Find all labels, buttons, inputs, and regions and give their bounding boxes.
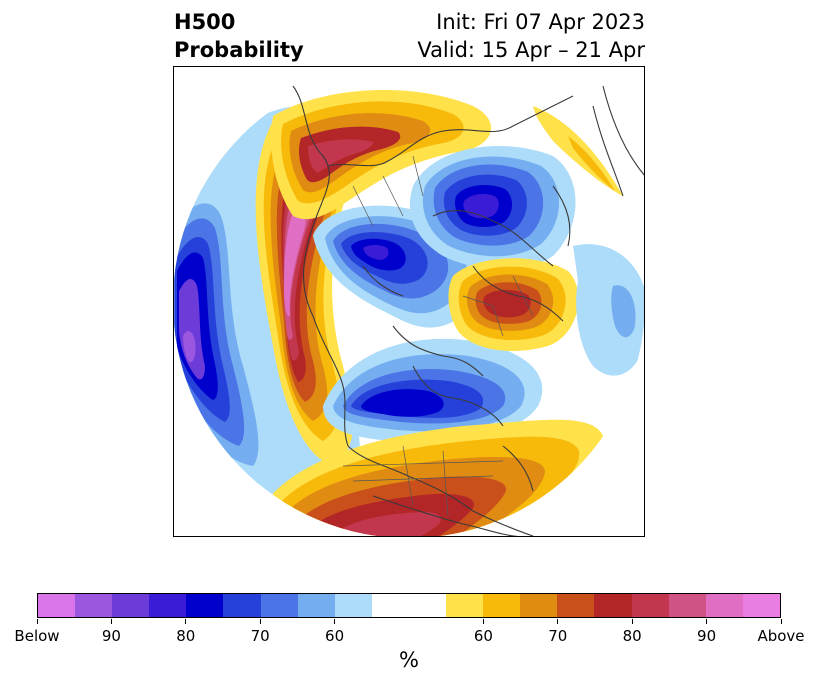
colorbar xyxy=(37,593,781,618)
anomaly-pacific-below xyxy=(173,188,275,486)
anomaly-wsiberia-below xyxy=(313,205,487,328)
probability-map xyxy=(173,66,645,537)
colorbar-tick-label: 90 xyxy=(697,627,717,645)
coastlines xyxy=(292,85,645,537)
colorbar-segment xyxy=(149,594,187,617)
colorbar-segment xyxy=(557,594,595,617)
country-borders xyxy=(342,155,534,517)
colorbar-segment xyxy=(112,594,150,617)
colorbar-tick xyxy=(631,619,633,624)
colorbar-tick-label: 70 xyxy=(548,627,568,645)
anomaly-europe-above xyxy=(448,258,579,351)
colorbar-tick xyxy=(36,619,38,624)
date-info: Init: Fri 07 Apr 2023 Valid: 15 Apr – 21… xyxy=(417,8,645,64)
variable-title: H500 xyxy=(174,10,236,34)
colorbar-segment xyxy=(631,594,669,617)
colorbar-segment xyxy=(223,594,261,617)
colorbar-tick xyxy=(259,619,261,624)
product-title: Probability xyxy=(174,38,304,62)
colorbar-segment xyxy=(668,594,706,617)
colorbar-segment xyxy=(186,594,224,617)
anomaly-arctic-below xyxy=(409,146,576,270)
colorbar-tick xyxy=(557,619,559,624)
colorbar-segment xyxy=(38,594,76,617)
valid-range: Valid: 15 Apr – 21 Apr xyxy=(417,38,645,62)
anomaly-asia-below-light xyxy=(573,244,645,376)
colorbar-segment xyxy=(705,594,743,617)
colorbar-segment xyxy=(520,594,558,617)
colorbar-segment xyxy=(371,594,447,617)
colorbar-tick xyxy=(482,619,484,624)
colorbar-segment xyxy=(594,594,632,617)
colorbar-tick-label: 90 xyxy=(101,627,121,645)
colorbar-segment xyxy=(75,594,113,617)
colorbar-segment xyxy=(446,594,484,617)
colorbar-tick xyxy=(185,619,187,624)
colorbar-tick-label: 80 xyxy=(176,627,196,645)
colorbar-tick-label: 80 xyxy=(622,627,642,645)
colorbar-tick-label: Below xyxy=(14,627,60,645)
colorbar-segment xyxy=(260,594,298,617)
colorbar-tick-label: Above xyxy=(757,627,805,645)
colorbar-segment xyxy=(334,594,372,617)
chart-title: H500 Probability xyxy=(174,8,304,64)
colorbar-tick-label: 60 xyxy=(473,627,493,645)
colorbar-tick xyxy=(780,619,782,624)
colorbar-tick xyxy=(110,619,112,624)
colorbar-unit-label: % xyxy=(399,648,419,672)
colorbar-segment xyxy=(742,594,780,617)
colorbar-tick-label: 70 xyxy=(250,627,270,645)
colorbar-segment xyxy=(297,594,335,617)
colorbar-tick xyxy=(334,619,336,624)
init-date: Init: Fri 07 Apr 2023 xyxy=(436,10,645,34)
colorbar-tick-label: 60 xyxy=(325,627,345,645)
colorbar-tick xyxy=(706,619,708,624)
anomaly-siberia-above xyxy=(271,89,492,220)
colorbar-segment xyxy=(483,594,521,617)
